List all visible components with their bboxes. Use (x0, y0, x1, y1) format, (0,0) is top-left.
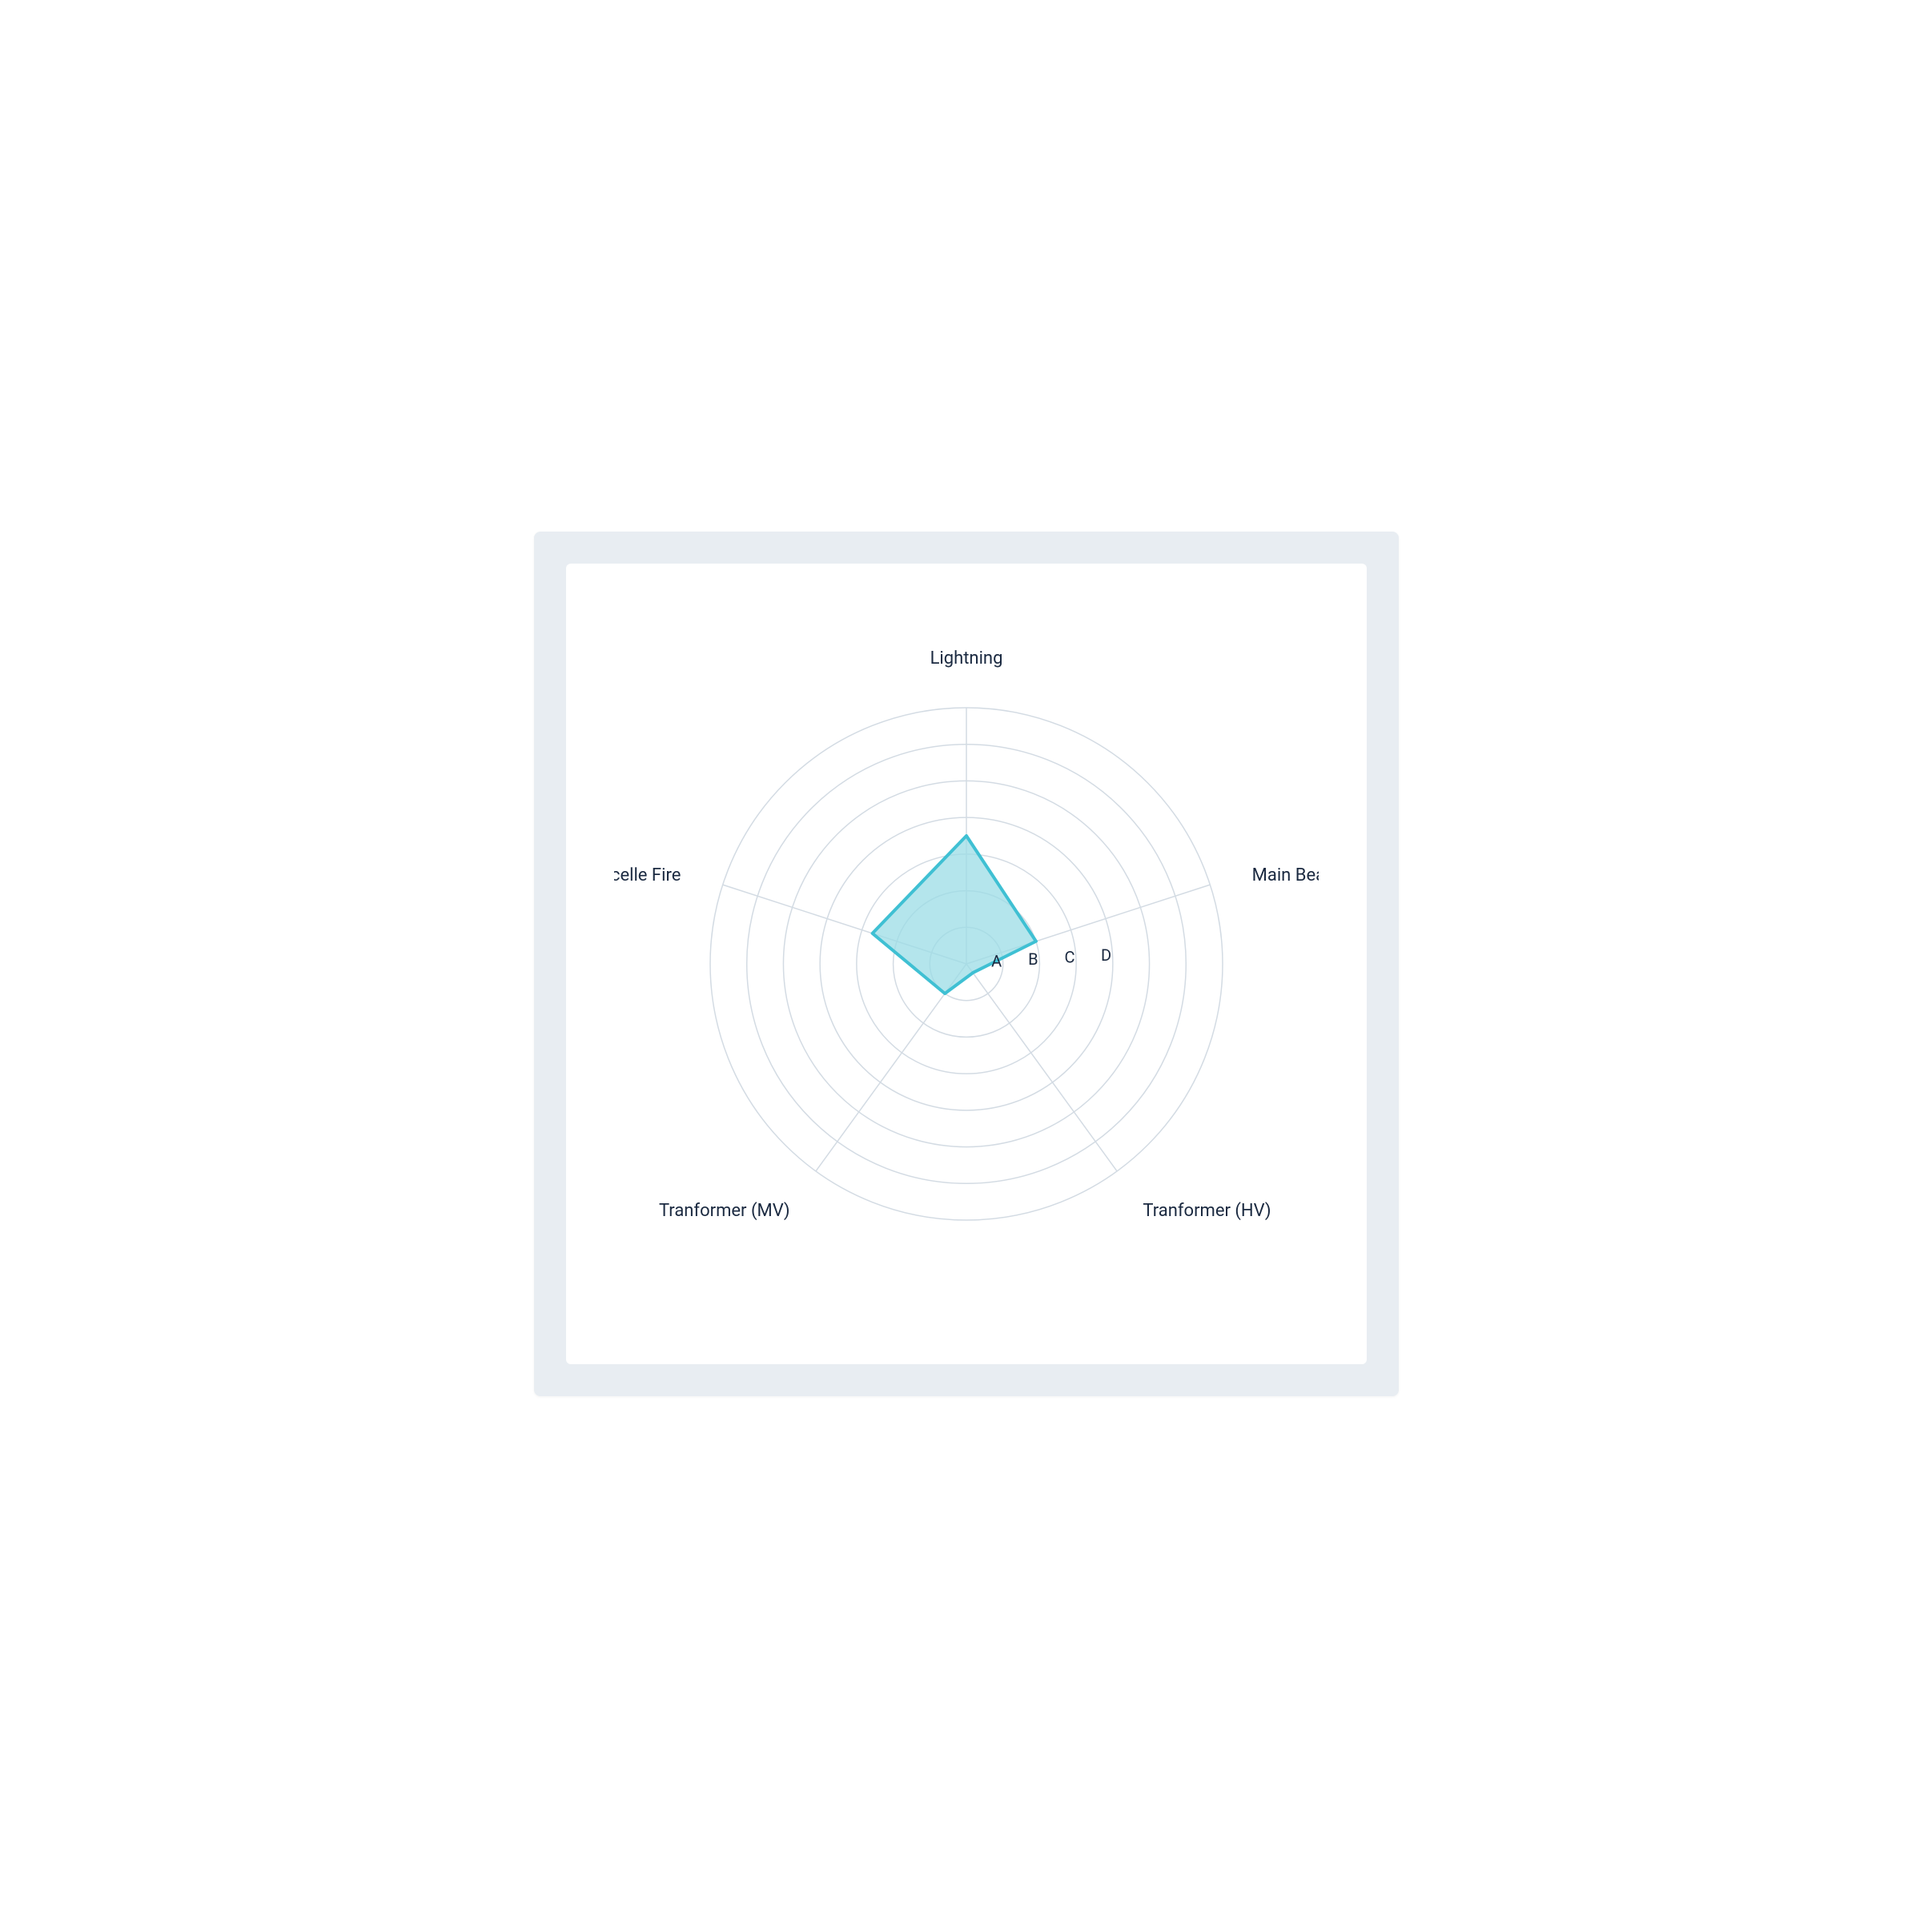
axis-spoke (815, 964, 966, 1171)
tick-label: B (1028, 949, 1038, 968)
tick-label: C (1064, 947, 1074, 966)
radar-series-polygon (872, 836, 1035, 994)
axis-label: Nacelle Fire (614, 865, 681, 885)
tick-label: D (1101, 945, 1111, 965)
axis-label: Main Bearing (1251, 865, 1318, 885)
chart-card: A B C D Lightning Main Bearing Tranformer (HV)… (566, 564, 1367, 1364)
axis-label: Lightning (930, 648, 1002, 668)
axis-label: Tranformer (HV) (1143, 1201, 1271, 1221)
chart-frame: A B C D Lightning Main Bearing Tranformer (HV)… (534, 532, 1399, 1396)
tick-label: A (991, 951, 1002, 970)
radar-chart: A B C D Lightning Main Bearing Tranformer (HV)… (614, 612, 1319, 1316)
radar-chart-container: A B C D Lightning Main Bearing Tranformer (HV)… (614, 612, 1319, 1316)
axis-spoke (966, 964, 1117, 1171)
axis-label: Tranformer (MV) (658, 1201, 789, 1221)
